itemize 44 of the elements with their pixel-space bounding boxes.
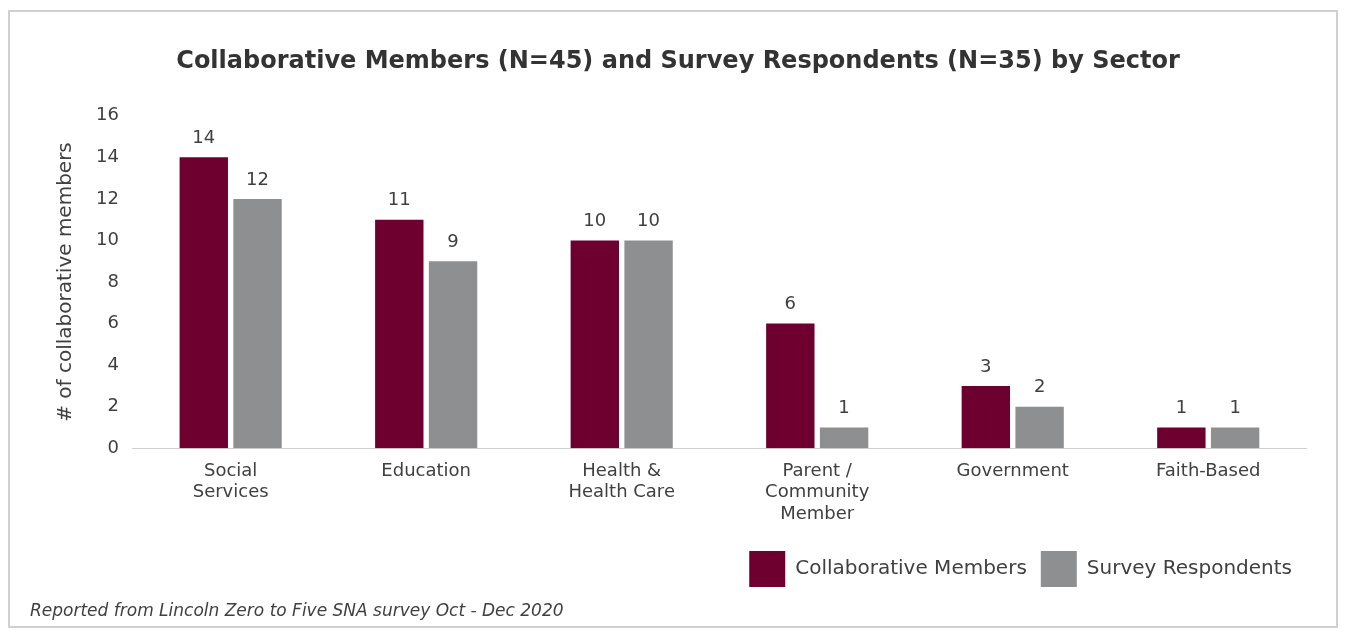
- x-tick-label: Social Services: [192, 458, 269, 502]
- bar: [375, 219, 424, 449]
- chart-title: Collaborative Members (N=45) and Survey Respondents (N=35) by Sector: [176, 45, 1180, 74]
- bar: [624, 240, 673, 449]
- y-tick-label: 10: [96, 228, 119, 250]
- data-label: 3: [980, 354, 992, 376]
- data-label: 1: [1175, 396, 1188, 418]
- bar: [570, 240, 620, 449]
- bar: [179, 157, 228, 449]
- y-tick-label: 4: [107, 352, 119, 374]
- y-tick-label: 16: [96, 103, 119, 125]
- x-tick-label: Education: [381, 458, 471, 480]
- y-axis-title: # of collaborative members: [52, 142, 77, 422]
- x-tick-label: Parent / Community Member: [765, 458, 870, 523]
- bar: [1210, 427, 1260, 449]
- legend-label: Survey Respondents: [1086, 555, 1293, 580]
- data-label: 9: [447, 229, 459, 251]
- y-tick-label: 8: [107, 269, 119, 291]
- bar: [766, 323, 815, 449]
- x-tick-label: Health & Health Care: [568, 458, 675, 502]
- text: Reported from Lincoln Zero to Five SNA survey Oct - Dec 2020: [30, 600, 564, 620]
- data-label: 10: [583, 209, 607, 231]
- data-label: 6: [784, 292, 797, 314]
- data-label: 2: [1033, 375, 1046, 397]
- bar: [961, 385, 1011, 449]
- x-tick-label: Faith-Based: [1156, 458, 1261, 480]
- data-label: 10: [637, 209, 661, 231]
- y-tick-label: 14: [96, 145, 119, 167]
- bar: [1015, 406, 1064, 449]
- x-tick-label: Government: [956, 458, 1069, 480]
- bar: [819, 427, 869, 449]
- data-label: 11: [387, 188, 411, 210]
- data-label: 1: [1229, 396, 1241, 418]
- data-label: 14: [192, 126, 216, 148]
- bar: [1157, 427, 1206, 449]
- y-tick-label: 12: [96, 186, 119, 208]
- data-label: 1: [838, 396, 850, 418]
- bar: [233, 198, 282, 449]
- y-tick-label: 0: [107, 435, 119, 457]
- data-label: 12: [246, 167, 269, 189]
- legend-label: Collaborative Members: [795, 555, 1027, 580]
- bar: [428, 261, 478, 449]
- y-tick-label: 2: [107, 394, 119, 416]
- y-tick-label: 6: [107, 311, 119, 333]
